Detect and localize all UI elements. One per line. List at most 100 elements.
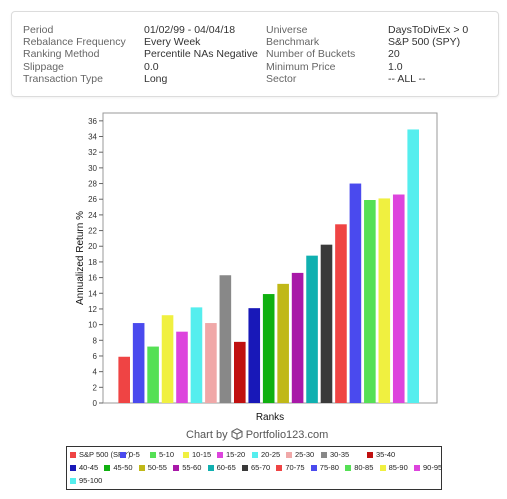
legend-item[interactable]: 10-15	[183, 450, 211, 459]
y-tick-label: 34	[88, 133, 97, 142]
legend-item[interactable]: 75-80	[310, 463, 339, 472]
legend-item[interactable]: 30-35	[321, 450, 349, 459]
y-tick-label: 8	[93, 336, 98, 345]
legend-item[interactable]: 40-45	[70, 463, 98, 472]
legend-swatch	[321, 451, 327, 458]
left-param-value-0: 01/02/99 - 04/04/18	[144, 24, 236, 36]
legend-item[interactable]: 55-60	[173, 463, 201, 472]
legend-label: 15-20	[226, 450, 246, 459]
bar-50-55	[277, 283, 289, 403]
legend-label: 20-25	[261, 450, 281, 459]
legend-label: 10-15	[192, 450, 212, 459]
bar-chart: 024681012141618202224262830323436Annuali…	[75, 112, 438, 423]
right-param-value-3: 1.0	[388, 60, 403, 73]
right-param-value-1: S&P 500 (SPY)	[388, 36, 461, 49]
legend-item[interactable]: S&P 500 (SPY)	[70, 450, 131, 459]
y-tick-label: 2	[93, 383, 98, 392]
bar-45-50	[262, 294, 275, 403]
legend-swatch	[104, 464, 111, 471]
y-tick-label: 28	[88, 180, 97, 189]
legend-label: 45-50	[113, 463, 133, 472]
bar-30-35	[219, 275, 232, 403]
legend-swatch	[414, 464, 420, 471]
legend-item[interactable]: 25-30	[286, 450, 314, 459]
legend-item[interactable]: 50-55	[138, 463, 167, 472]
left-param-value-2: Percentile NAs Negative	[144, 48, 258, 61]
legend-item[interactable]: 45-50	[104, 463, 133, 472]
legend-item[interactable]: 85-90	[379, 463, 408, 472]
bar-70-75	[335, 224, 347, 403]
legend-swatch	[217, 451, 223, 458]
y-tick-label: 12	[88, 305, 97, 314]
right-param-value-4: -- ALL --	[388, 72, 426, 85]
chart-legend: S&P 500 (SPY) 0-5 5-10 10-15 15-20 20-25 25-30…	[66, 446, 442, 490]
legend-item[interactable]: 15-20	[217, 450, 245, 459]
legend-item[interactable]: 0-5	[120, 450, 140, 459]
chart-credit: Chart by Portfolio123.com	[186, 428, 328, 441]
y-tick-label: 26	[88, 195, 97, 204]
bar-95-100	[407, 129, 419, 403]
legend-swatch	[310, 464, 317, 471]
y-tick-label: 14	[88, 289, 97, 298]
left-param-value-1: Every Week	[144, 36, 201, 49]
legend-swatch	[276, 464, 283, 471]
legend-item[interactable]: 5-10	[150, 450, 174, 459]
legend-item[interactable]: 65-70	[242, 463, 270, 472]
legend-swatch	[70, 464, 76, 471]
bar-80-85	[364, 200, 376, 403]
left-param-label-0: Period	[23, 24, 54, 36]
y-tick-label: 0	[93, 399, 98, 408]
legend-swatch	[120, 451, 126, 458]
legend-item[interactable]: 90-95	[414, 463, 442, 472]
bar-35-40	[234, 341, 246, 403]
legend-item[interactable]: 35-40	[367, 450, 395, 459]
bar-55-60	[291, 272, 304, 403]
legend-label: 95-100	[79, 476, 103, 485]
legend-label: 40-45	[79, 463, 99, 472]
y-tick-label: 20	[88, 242, 97, 251]
y-tick-label: 6	[93, 352, 98, 361]
bar-15-20	[176, 331, 188, 403]
bar-S&P 500 (SPY)	[118, 356, 130, 403]
legend-item[interactable]: 95-100	[70, 476, 102, 485]
y-tick-label: 18	[88, 258, 97, 267]
legend-swatch	[207, 464, 214, 471]
legend-swatch	[252, 451, 258, 458]
y-axis-label: Annualized Return %	[75, 211, 86, 305]
legend-item[interactable]: 80-85	[345, 463, 373, 472]
legend-item[interactable]: 20-25	[252, 450, 280, 459]
legend-item[interactable]: 70-75	[276, 463, 305, 472]
legend-label: 70-75	[285, 463, 305, 472]
credit-prefix: Chart by	[186, 429, 228, 441]
legend-swatch	[367, 451, 373, 458]
y-tick-label: 4	[93, 368, 98, 377]
legend-swatch	[345, 464, 352, 471]
legend-item[interactable]: 60-65	[207, 463, 236, 472]
bar-60-65	[306, 255, 318, 403]
bar-25-30	[205, 323, 217, 403]
bar-0-5	[132, 323, 145, 403]
y-tick-label: 16	[88, 274, 97, 283]
legend-label: 55-60	[182, 463, 202, 472]
y-tick-label: 24	[88, 211, 97, 220]
credit-brand[interactable]: Portfolio123.com	[245, 429, 329, 441]
right-param-label-0: Universe	[266, 24, 308, 36]
legend-swatch	[286, 451, 292, 458]
legend-swatch	[183, 451, 189, 458]
legend-swatch	[70, 451, 76, 458]
y-tick-label: 32	[88, 148, 97, 157]
legend-label: 5-10	[159, 450, 175, 459]
legend-swatch	[242, 464, 248, 471]
left-param-label-2: Ranking Method	[23, 48, 100, 61]
y-tick-label: 22	[88, 227, 97, 236]
legend-label: 25-30	[295, 450, 315, 459]
bar-5-10	[147, 346, 159, 403]
legend-label: 35-40	[376, 450, 396, 459]
left-param-label-4: Transaction Type	[23, 72, 103, 85]
legend-swatch	[70, 477, 76, 484]
portfolio123-logo-icon	[231, 428, 243, 440]
y-tick-label: 10	[88, 321, 97, 330]
legend-label: 65-70	[251, 463, 271, 472]
x-axis-label: Ranks	[256, 412, 284, 423]
bar-10-15	[161, 315, 174, 403]
